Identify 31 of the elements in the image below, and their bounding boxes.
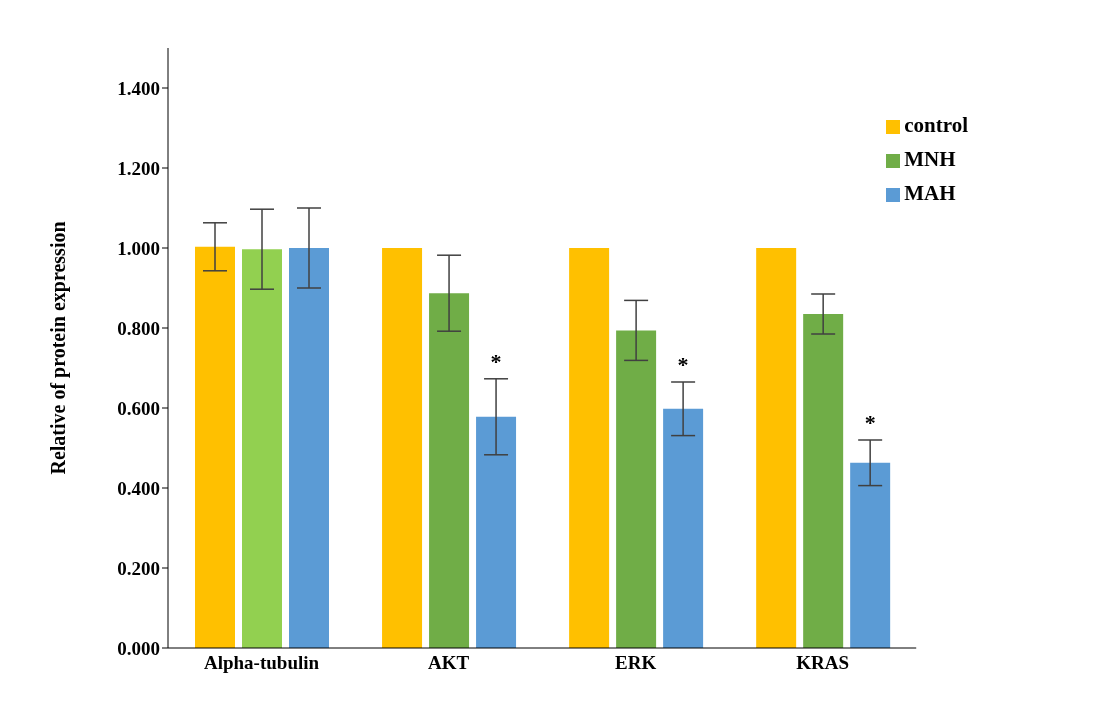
bar <box>803 314 844 648</box>
y-tick-label: 1.400 <box>117 77 160 99</box>
x-tick-label: Alpha-tubulin <box>203 652 320 674</box>
bar <box>195 246 235 648</box>
bar <box>616 330 657 648</box>
y-tick-label: 1.000 <box>117 237 160 259</box>
data-label: * <box>677 352 689 377</box>
x-tick-label: KRAS <box>796 652 850 674</box>
x-tick-label: AKT <box>427 652 470 674</box>
legend-label: MNH <box>904 147 956 171</box>
bar <box>663 408 704 648</box>
y-axis-title: Relative of protein expression <box>47 221 71 475</box>
bar <box>242 249 282 648</box>
x-tick-label: ERK <box>615 652 657 674</box>
bar <box>382 248 423 648</box>
y-tick-label: 0.000 <box>117 637 160 659</box>
bar <box>569 248 610 648</box>
legend-label: MAH <box>904 181 956 205</box>
y-tick-label: 0.400 <box>117 477 160 499</box>
y-tick-label: 1.200 <box>117 157 160 179</box>
data-label: * <box>490 348 502 374</box>
y-tick-label: 0.600 <box>117 397 160 419</box>
bar <box>476 416 517 648</box>
y-tick-label: 0.800 <box>117 317 160 339</box>
data-label: * <box>864 410 876 435</box>
bar <box>429 293 470 648</box>
bar <box>850 462 891 648</box>
legend-label: control <box>904 113 968 137</box>
bar <box>289 248 329 648</box>
bar <box>756 248 797 648</box>
y-tick-label: 0.200 <box>117 557 160 579</box>
